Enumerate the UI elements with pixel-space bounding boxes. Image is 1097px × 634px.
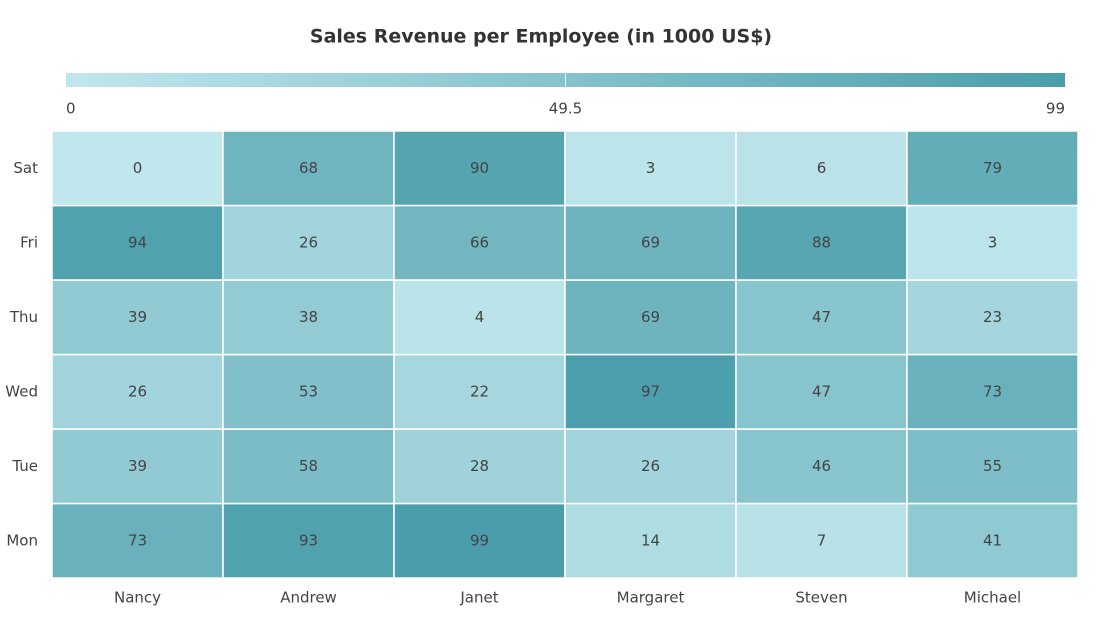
cell-label: 23 <box>983 308 1002 326</box>
heatmap-cell <box>222 279 395 356</box>
cell-label: 39 <box>128 457 147 475</box>
heatmap-cell <box>906 428 1079 505</box>
cell-label: 94 <box>128 233 147 251</box>
cell-label: 26 <box>299 233 318 251</box>
heatmap-cell <box>51 502 224 579</box>
cell-label: 47 <box>812 382 831 400</box>
y-tick-label: Wed <box>5 382 38 400</box>
colorbar-tick-label: 99 <box>1046 100 1065 118</box>
cell-label: 99 <box>470 531 489 549</box>
heatmap-cell <box>393 279 566 356</box>
cell-label: 7 <box>817 531 827 549</box>
heatmap-cell <box>51 130 224 207</box>
heatmap-cell <box>564 130 737 207</box>
heatmap-cell <box>906 130 1079 207</box>
cell-label: 3 <box>646 159 656 177</box>
cell-label: 97 <box>641 382 660 400</box>
heatmap-cell <box>51 353 224 430</box>
x-tick-label: Michael <box>964 589 1021 607</box>
heatmap-cell <box>222 353 395 430</box>
x-tick-label: Margaret <box>617 589 685 607</box>
cell-label: 79 <box>983 159 1002 177</box>
heatmap-cell <box>51 428 224 505</box>
cell-label: 28 <box>470 457 489 475</box>
cell-label: 53 <box>299 382 318 400</box>
cell-label: 3 <box>988 233 998 251</box>
cell-label: 14 <box>641 531 660 549</box>
cell-label: 22 <box>470 382 489 400</box>
x-tick-label: Andrew <box>280 589 337 607</box>
heatmap-cell <box>222 130 395 207</box>
cell-label: 55 <box>983 457 1002 475</box>
heatmap-cell <box>222 204 395 281</box>
heatmap-cell <box>393 353 566 430</box>
cell-label: 69 <box>641 308 660 326</box>
colorbar-tick-label: 0 <box>66 100 76 118</box>
heatmap-cell <box>564 502 737 579</box>
heatmap-cell <box>735 204 908 281</box>
heatmap-cell <box>906 279 1079 356</box>
cell-label: 46 <box>812 457 831 475</box>
heatmap-cell <box>906 204 1079 281</box>
cell-label: 66 <box>470 233 489 251</box>
cell-label: 26 <box>641 457 660 475</box>
cell-label: 47 <box>812 308 831 326</box>
heatmap-cell <box>51 204 224 281</box>
heatmap-cell <box>393 502 566 579</box>
cell-label: 26 <box>128 382 147 400</box>
heatmap-cell <box>393 130 566 207</box>
cell-label: 73 <box>128 531 147 549</box>
cell-label: 58 <box>299 457 318 475</box>
cell-label: 41 <box>983 531 1002 549</box>
heatmap-cell <box>735 279 908 356</box>
y-tick-label: Mon <box>6 531 38 549</box>
cell-label: 88 <box>812 233 831 251</box>
colorbar-tick-label: 49.5 <box>549 100 582 118</box>
heatmap-cell <box>906 502 1079 579</box>
x-tick-label: Steven <box>795 589 847 607</box>
y-tick-label: Sat <box>13 159 38 177</box>
cell-label: 93 <box>299 531 318 549</box>
cell-label: 68 <box>299 159 318 177</box>
cell-label: 90 <box>470 159 489 177</box>
cell-label: 0 <box>133 159 143 177</box>
y-tick-label: Tue <box>11 457 38 475</box>
cell-label: 73 <box>983 382 1002 400</box>
heatmap-cell <box>564 353 737 430</box>
heatmap-cell <box>735 353 908 430</box>
y-tick-label: Fri <box>20 233 38 251</box>
heatmap-cell <box>906 353 1079 430</box>
x-tick-label: Janet <box>459 589 498 607</box>
heatmap-cell <box>222 502 395 579</box>
heatmap-cell <box>564 279 737 356</box>
cell-label: 6 <box>817 159 827 177</box>
y-tick-label: Thu <box>9 308 38 326</box>
cell-label: 69 <box>641 233 660 251</box>
heatmap-cell <box>564 428 737 505</box>
cell-label: 4 <box>475 308 485 326</box>
x-tick-label: Nancy <box>114 589 161 607</box>
chart-title: Sales Revenue per Employee (in 1000 US$) <box>310 26 772 48</box>
heatmap-cell <box>735 130 908 207</box>
heatmap-cell <box>735 502 908 579</box>
cell-label: 39 <box>128 308 147 326</box>
cell-label: 38 <box>299 308 318 326</box>
